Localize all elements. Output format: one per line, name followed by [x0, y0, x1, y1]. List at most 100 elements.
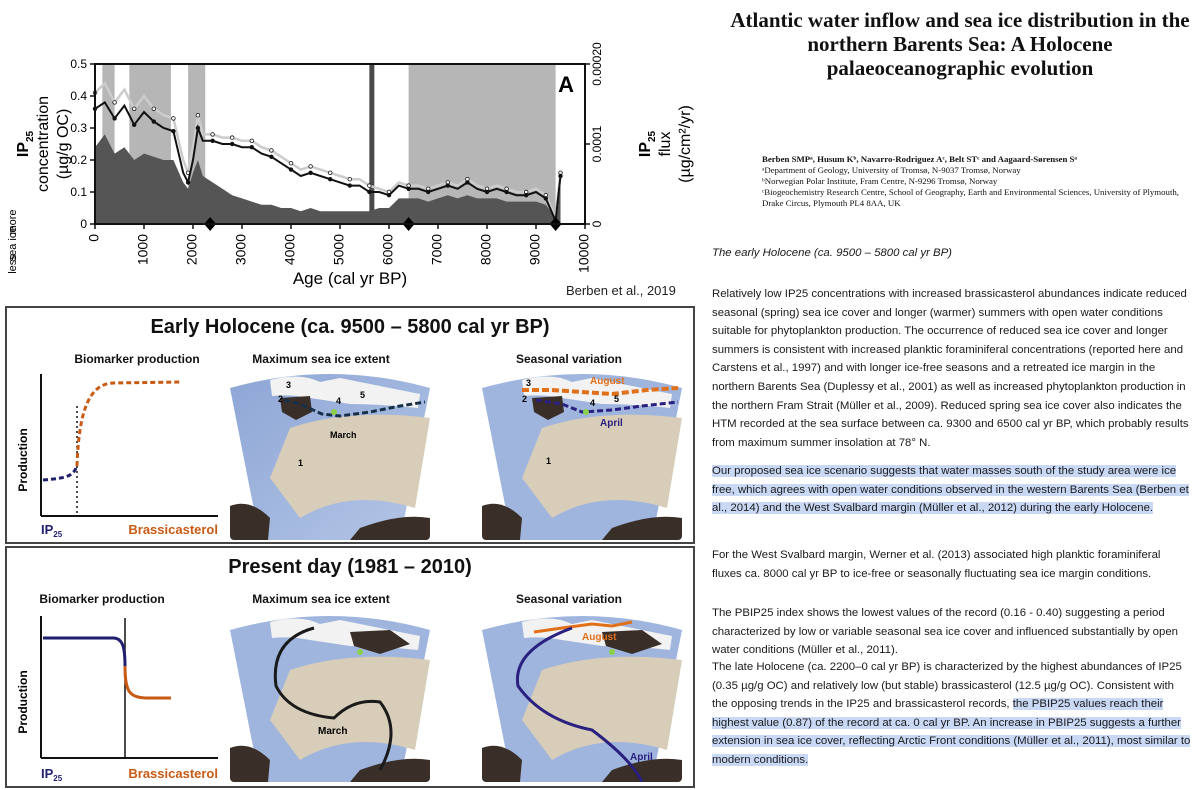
- early-holocene-panel: Early Holocene (ca. 9500 – 5800 cal yr B…: [5, 306, 695, 544]
- svg-text:concentration: concentration: [35, 96, 52, 192]
- data-point: [131, 106, 137, 111]
- y-left-tick-label: 0: [80, 217, 87, 231]
- section-heading: The early Holocene (ca. 9500 – 5800 cal …: [712, 247, 952, 259]
- seasonal-title: Seasonal variation: [515, 592, 623, 606]
- data-point: [151, 106, 156, 111]
- y-right-tick-label: 0: [590, 220, 604, 227]
- data-point: [558, 173, 563, 179]
- svg-text:more: more: [7, 209, 19, 234]
- data-point: [445, 183, 450, 188]
- seasonal-title: Seasonal variation: [515, 352, 623, 366]
- y-right-ticks: 0 0.0001 0.00020: [585, 42, 604, 227]
- data-point: [185, 180, 191, 185]
- sea-ice-indicator: less sea ice more: [7, 209, 19, 273]
- svg-text:3: 3: [286, 380, 291, 390]
- y-left-label: IP25 concentration (µg/g OC): [15, 96, 72, 192]
- flux-line: [94, 81, 562, 223]
- data-point: [112, 100, 117, 105]
- svg-text:March: March: [330, 430, 357, 440]
- y-left-tick-label: 0.4: [70, 89, 87, 103]
- data-point: [195, 125, 201, 131]
- max-extent-title: Maximum sea ice extent: [252, 592, 390, 606]
- data-point: [229, 141, 235, 147]
- x-tick-label: 4000: [282, 234, 298, 265]
- svg-text:3: 3: [526, 378, 531, 388]
- data-point: [269, 148, 274, 153]
- ip25-chart-panel: 0 1000 2000 3000 4000 5000 6000 7000 8000 9000 100…: [0, 0, 700, 302]
- data-point: [484, 189, 490, 195]
- svg-text:IP25: IP25: [637, 130, 658, 157]
- y-axis-label: Production: [16, 428, 30, 491]
- y-left-tick-label: 0.1: [70, 185, 87, 199]
- data-point: [249, 138, 254, 143]
- x-tick-label: 9000: [527, 234, 543, 265]
- map-max-extent-early: 3 2 4 5 1 March: [230, 368, 430, 540]
- svg-text:1: 1: [298, 458, 303, 468]
- svg-text:2: 2: [522, 394, 527, 404]
- svg-text:4: 4: [336, 396, 341, 406]
- ip25-chart: 0 1000 2000 3000 4000 5000 6000 7000 8000 9000 100…: [7, 42, 694, 288]
- brassicasterol-label: Brassicasterol: [128, 766, 218, 781]
- x-tick-label: 0: [86, 234, 102, 242]
- data-point: [524, 192, 529, 198]
- paper-text: Atlantic water inflow and sea ice distri…: [700, 0, 1200, 790]
- x-tick-label: 10000: [576, 234, 592, 273]
- x-tick-label: 8000: [478, 234, 494, 265]
- svg-text:August: August: [582, 632, 617, 643]
- data-point: [112, 116, 117, 121]
- biomarker-title: Biomarker production: [39, 592, 165, 606]
- y-left-tick-label: 0.3: [70, 121, 87, 135]
- svg-text:March: March: [318, 726, 347, 737]
- data-point: [543, 196, 548, 201]
- biomarker-chart-present: Production IP25 Brassicasterol: [16, 616, 218, 783]
- y-left-tick-label: 0.2: [70, 153, 87, 167]
- data-point: [210, 132, 215, 137]
- data-point: [406, 186, 411, 191]
- svg-text:5: 5: [614, 394, 619, 404]
- biomarker-title: Biomarker production: [74, 352, 200, 366]
- affiliation-b: ᵇNorwegian Polar Institute, Fram Centre,…: [762, 176, 998, 186]
- data-point: [347, 183, 352, 188]
- biomarker-chart-early: Production IP25 Brassicasterol: [16, 374, 218, 539]
- data-point: [131, 122, 137, 127]
- data-point: [229, 135, 235, 140]
- paragraph-1: Relatively low IP25 concentrations with …: [712, 288, 1189, 449]
- svg-text:1: 1: [546, 456, 551, 466]
- x-tick-label: 7000: [429, 234, 445, 265]
- highlight: Our proposed sea ice scenario suggests t…: [712, 465, 1189, 515]
- chart-area: [95, 134, 561, 224]
- map-max-extent-present: March: [230, 610, 430, 782]
- brassicasterol-label: Brassicasterol: [128, 522, 218, 537]
- y-left-ticks: 0 0.1 0.2 0.3 0.4 0.5: [70, 57, 95, 231]
- panel-label: A: [558, 72, 574, 97]
- data-point: [308, 170, 313, 175]
- data-point: [288, 167, 294, 172]
- data-point: [249, 144, 254, 150]
- x-tick-label: 3000: [233, 234, 249, 265]
- svg-text:5: 5: [360, 390, 365, 400]
- data-point: [504, 189, 509, 195]
- authors-block: Berben SMPᵃ, Husum Kᵇ, Navarro-Rodriguez…: [762, 154, 1182, 209]
- concentration-area: [95, 134, 561, 224]
- x-tick-label: 5000: [331, 234, 347, 265]
- data-point: [328, 176, 333, 182]
- ip25-label: IP25: [41, 766, 63, 783]
- x-tick-label: 6000: [380, 234, 396, 265]
- data-point: [465, 180, 470, 185]
- data-point: [269, 154, 274, 159]
- svg-text:less: less: [7, 254, 19, 274]
- svg-text:(µg/g OC): (µg/g OC): [55, 109, 72, 180]
- ip25-label: IP25: [41, 522, 63, 539]
- data-point: [308, 164, 313, 169]
- present-day-panel: Present day (1981 – 2010) Biomarker prod…: [5, 546, 695, 788]
- data-point: [195, 112, 201, 118]
- data-point: [151, 119, 156, 124]
- svg-text:April: April: [600, 418, 623, 429]
- svg-text:August: August: [590, 376, 625, 387]
- svg-text:April: April: [630, 752, 653, 763]
- data-point: [171, 128, 176, 134]
- panel-title: Present day (1981 – 2010): [228, 556, 472, 578]
- max-extent-title: Maximum sea ice extent: [252, 352, 390, 366]
- data-point: [210, 138, 215, 143]
